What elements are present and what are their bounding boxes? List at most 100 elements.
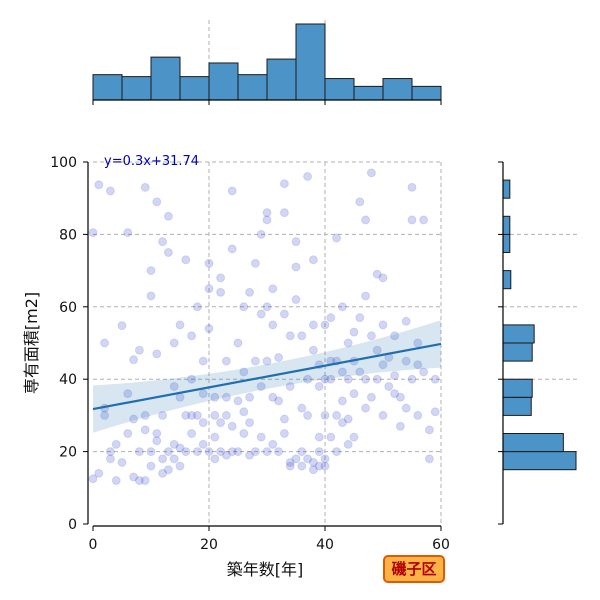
data-point [355, 197, 365, 207]
data-point [262, 447, 272, 457]
data-point [314, 447, 324, 457]
data-point [262, 215, 272, 225]
data-point [343, 338, 353, 348]
data-point [279, 309, 289, 319]
data-point [419, 215, 429, 225]
top-hist-bar [382, 78, 413, 101]
data-point [337, 396, 347, 406]
top-hist-bar [92, 74, 123, 101]
data-point [169, 439, 179, 449]
data-point [320, 320, 330, 330]
right-histogram [498, 161, 578, 525]
data-point [343, 439, 353, 449]
data-point [337, 418, 347, 428]
data-point [413, 360, 423, 370]
data-point [366, 168, 376, 178]
data-point [401, 403, 411, 413]
data-point [169, 454, 179, 464]
data-point [308, 320, 318, 330]
top-hist-bar [324, 78, 355, 101]
data-point [117, 457, 127, 467]
data-point [274, 396, 284, 406]
data-point [123, 228, 133, 238]
data-point [355, 313, 365, 323]
data-point [250, 356, 260, 366]
data-point [326, 432, 336, 442]
data-point [221, 356, 231, 366]
data-point [407, 374, 417, 384]
data-point [227, 186, 237, 196]
data-point [192, 447, 202, 457]
data-point [163, 248, 173, 257]
data-point [187, 410, 197, 420]
top-hist-bar [150, 56, 181, 101]
data-point [320, 454, 330, 464]
right-hist-bar [502, 396, 532, 416]
right-hist-bar [502, 324, 535, 344]
data-point [320, 374, 330, 384]
data-point [366, 392, 376, 402]
data-point [349, 327, 359, 337]
data-point [372, 345, 382, 355]
data-point [233, 338, 243, 348]
data-point [245, 450, 255, 460]
data-point [413, 410, 423, 420]
top-hist-bar [295, 23, 326, 101]
right-hist-bar [502, 451, 577, 471]
data-point [233, 396, 243, 406]
data-point [291, 237, 301, 247]
top-hist-bar [121, 76, 152, 101]
data-point [105, 447, 115, 457]
data-point [129, 355, 139, 365]
data-point [378, 320, 388, 330]
data-point [129, 414, 139, 424]
data-point [314, 432, 324, 442]
data-point [105, 186, 115, 196]
data-point [198, 418, 208, 428]
data-point [361, 215, 371, 225]
right-hist-bar [502, 233, 511, 253]
x-tick-label: 0 [89, 537, 98, 553]
data-point [140, 425, 150, 435]
data-point [88, 228, 98, 238]
data-point [268, 439, 278, 449]
data-point [117, 321, 127, 331]
data-point [192, 302, 202, 312]
data-point [308, 465, 318, 475]
data-point [407, 182, 417, 192]
data-point [105, 454, 115, 464]
data-point [210, 432, 220, 442]
data-point [134, 447, 144, 457]
data-point [285, 457, 295, 467]
data-point [204, 447, 214, 457]
data-point [390, 389, 400, 399]
data-point [94, 468, 104, 478]
data-point [326, 313, 336, 323]
data-point [320, 410, 330, 420]
data-point [250, 258, 260, 268]
data-point [210, 392, 220, 402]
data-point [181, 447, 191, 457]
data-point [337, 302, 347, 312]
data-point [152, 197, 162, 207]
data-point [355, 367, 365, 377]
data-point [279, 208, 289, 218]
data-point [88, 474, 98, 484]
data-point [111, 439, 121, 449]
y-tick-label: 0 [68, 517, 77, 533]
data-point [430, 407, 440, 417]
data-point [163, 465, 173, 475]
data-point [192, 410, 202, 420]
scatter-panel: 0 20 40 60 0 20 40 60 80 100 [50, 155, 450, 553]
data-point [216, 447, 226, 457]
data-point [187, 331, 197, 341]
data-point [216, 287, 226, 297]
data-point [100, 410, 110, 420]
data-point [175, 443, 185, 453]
data-point [419, 367, 429, 377]
data-point [181, 410, 191, 420]
data-point [152, 429, 162, 438]
data-point [158, 454, 168, 464]
data-point [187, 429, 197, 438]
